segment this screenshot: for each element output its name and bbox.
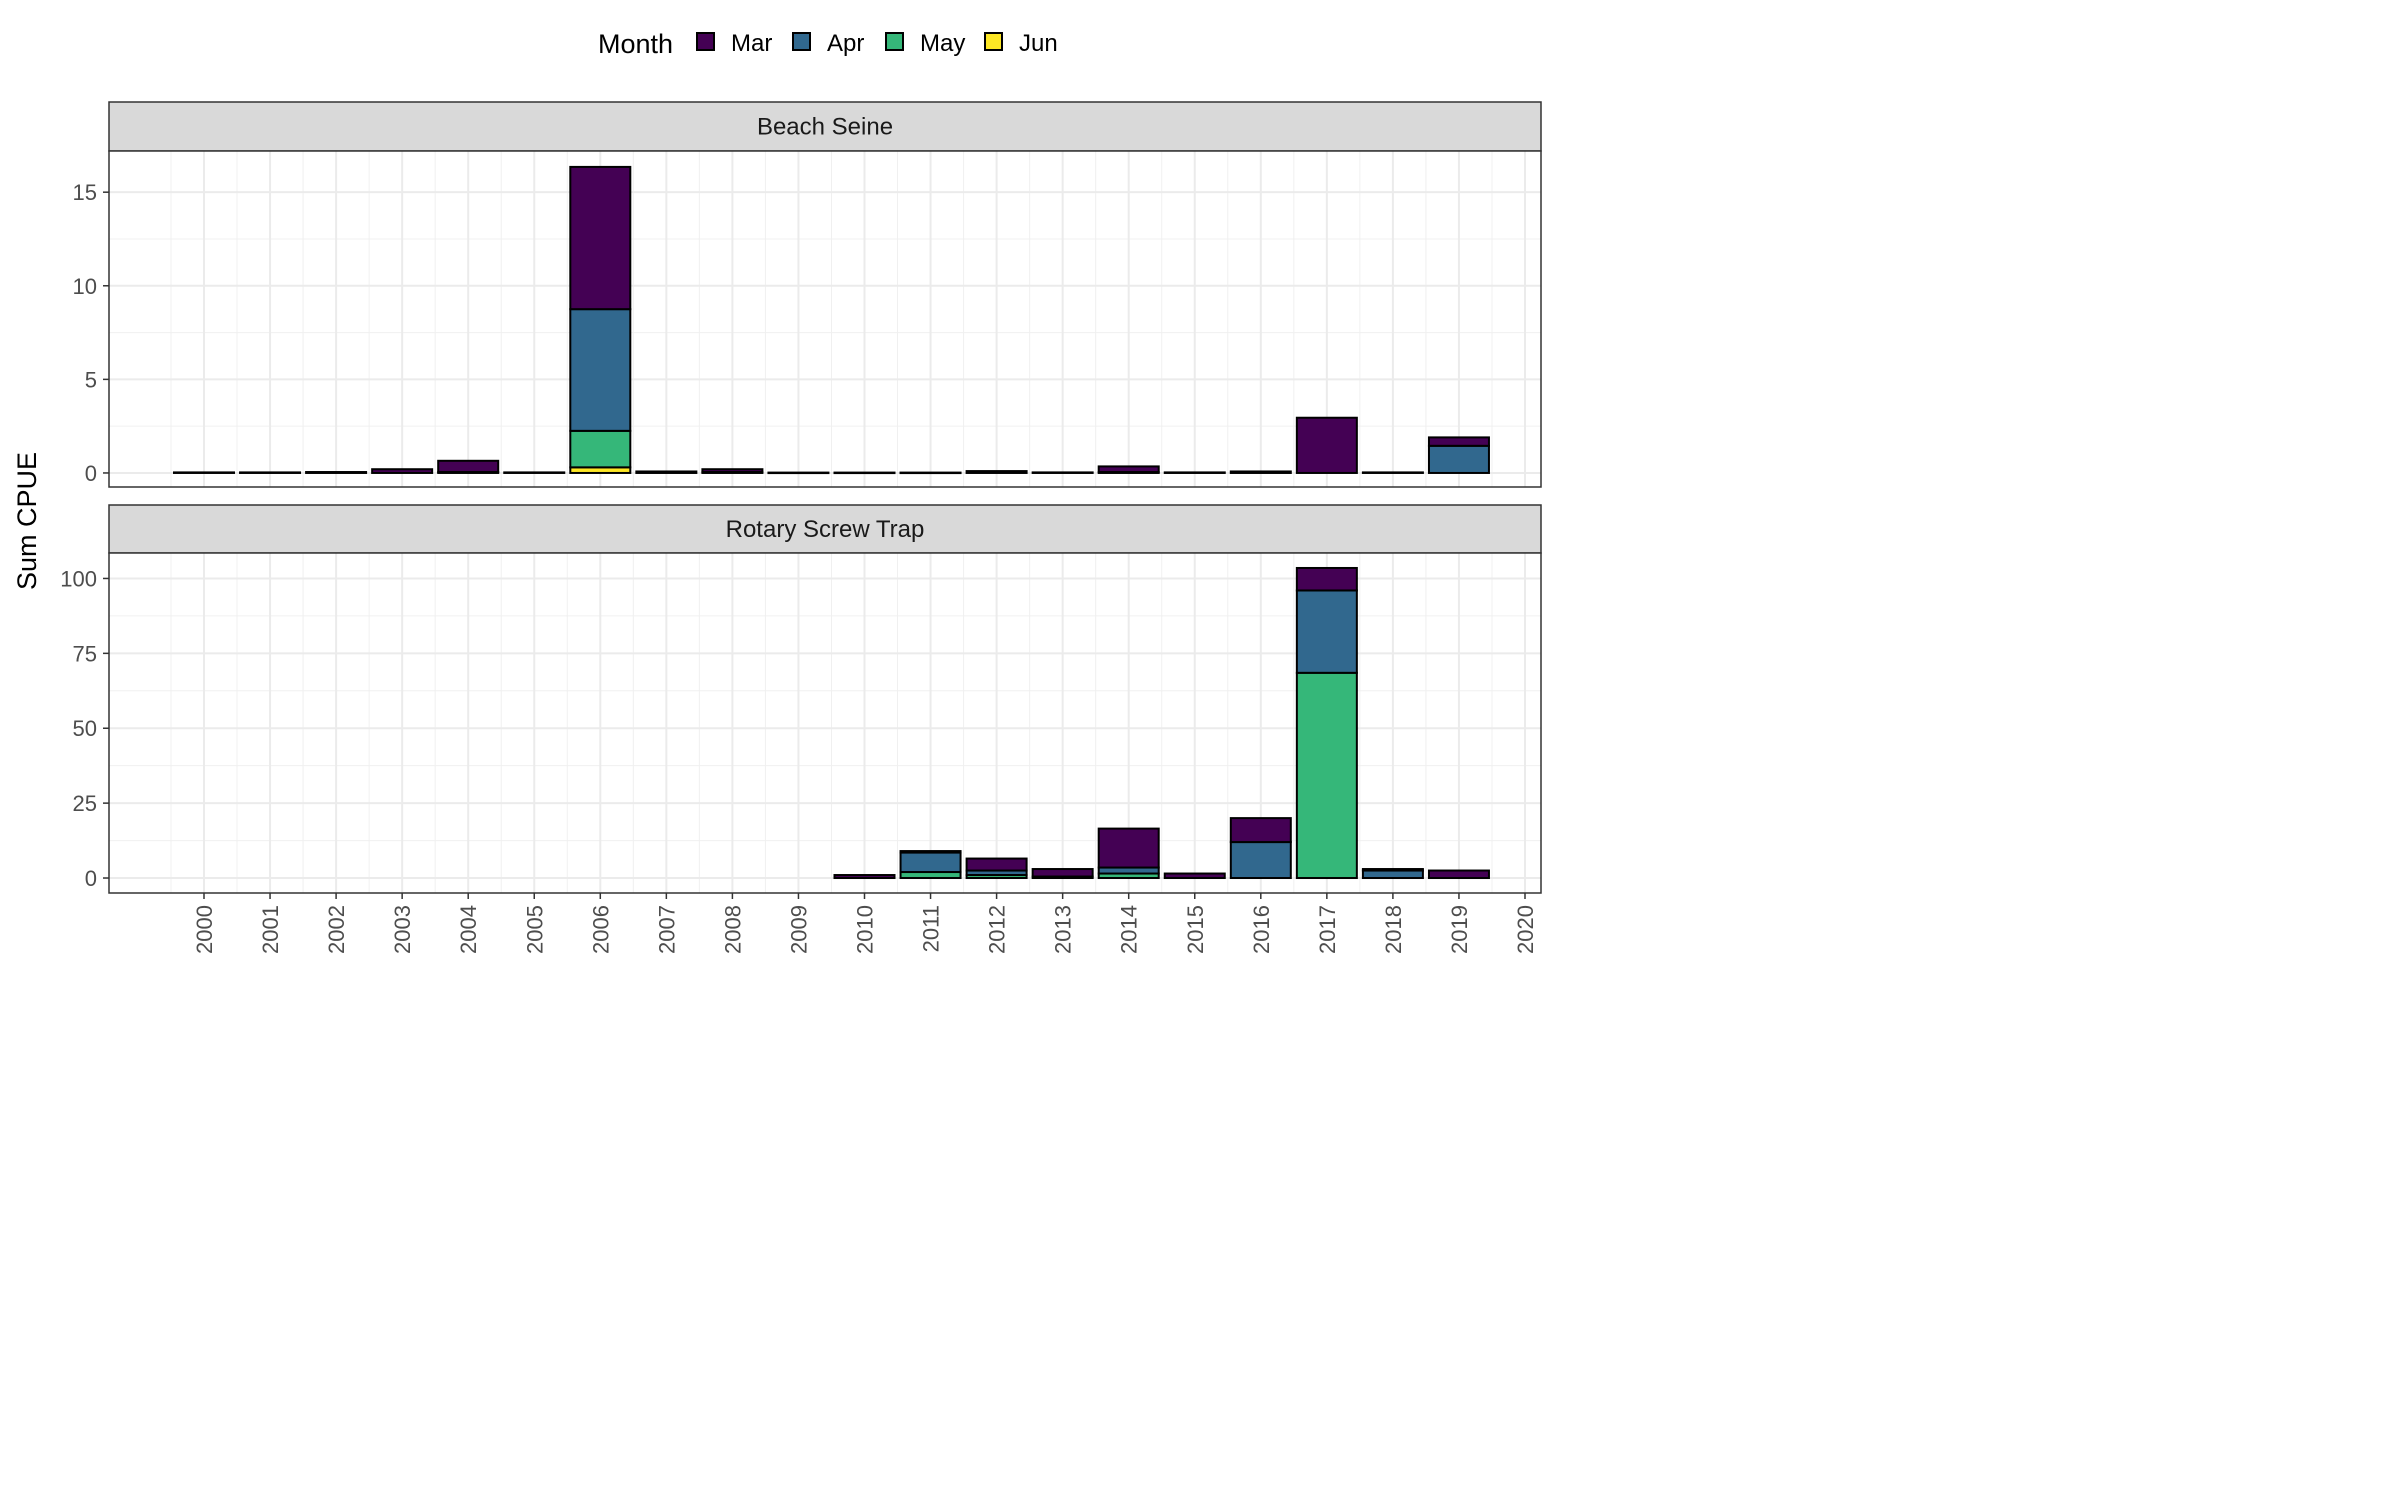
x-tick-label: 2001 [258, 905, 283, 954]
bar-segment-2019-mar [1427, 436, 1490, 447]
y-axis-title: Sum CPUE [12, 452, 42, 590]
legend-title: Month [598, 29, 673, 59]
bar-segment-2016-mar [1229, 817, 1292, 844]
bar-segment-2018-mar [1361, 868, 1424, 872]
x-tick-label: 2015 [1183, 905, 1208, 954]
stacked-bar-chart: Month Mar Apr May Jun Beach Seine 0 5 10 15 Rota… [12, 29, 1542, 954]
facet-beach-seine: Beach Seine 0 5 10 15 [73, 101, 1542, 488]
bar-segment-2013-mar [1031, 868, 1094, 878]
x-tick-label: 2019 [1447, 905, 1472, 954]
panel-border [108, 552, 1542, 894]
bar-segment-2009-mar [767, 471, 830, 475]
bar-segment-2006-apr [569, 308, 632, 432]
x-tick-label: 2007 [654, 905, 679, 954]
x-tick-label: 2012 [985, 905, 1010, 954]
bar-segment-2015-mar [1163, 872, 1226, 880]
y-tick-label: 15 [73, 180, 97, 205]
x-tick-label: 2010 [853, 905, 878, 954]
bar-segment-2012-mar [965, 470, 1028, 474]
bar-segment-2006-mar [569, 165, 632, 311]
bar-segment-2011-mar [899, 850, 962, 854]
bar-segment-2005-mar [503, 471, 566, 474]
bar-segment-2007-mar [635, 470, 698, 474]
bar-segment-2015-mar [1163, 471, 1226, 474]
x-tick-label: 2011 [919, 905, 944, 952]
panel-border [108, 150, 1542, 488]
minor-gridlines [109, 553, 1541, 893]
bar-segment-2016-mar [1229, 470, 1292, 474]
x-tick-label: 2013 [1051, 905, 1076, 954]
bar-segment-2018-mar [1361, 471, 1424, 474]
bars [173, 165, 1490, 475]
y-tick-label: 5 [85, 367, 97, 392]
facets: Beach Seine 0 5 10 15 Rotary Screw Trap 0 25 50 7… [60, 101, 1542, 894]
x-tick-label: 2008 [720, 905, 745, 954]
minor-gridlines [109, 151, 1541, 487]
legend-key-jun [984, 32, 1003, 51]
x-tick-label: 2002 [324, 905, 349, 954]
bar-segment-2010-mar [833, 471, 896, 475]
x-tick-label: 2017 [1315, 905, 1340, 954]
bar-segment-2000-mar [173, 471, 235, 474]
bar-segment-2010-mar [833, 874, 896, 880]
facet-title: Beach Seine [757, 114, 893, 141]
bar-segment-2001-mar [239, 471, 302, 474]
legend-key-apr [792, 32, 811, 51]
x-tick-label: 2004 [456, 905, 481, 954]
bar-segment-2019-apr [1427, 444, 1490, 474]
bar-segment-2004-mar [437, 459, 500, 474]
bar-segment-2018-apr [1361, 869, 1424, 880]
bar-segment-2011-mar [899, 471, 962, 475]
facet-strip [108, 504, 1542, 554]
legend: Month Mar Apr May Jun [598, 29, 1058, 59]
y-tick-label: 10 [73, 274, 97, 299]
bar-segment-2002-mar [305, 471, 368, 474]
bars [833, 566, 1490, 880]
bar-segment-2014-mar [1097, 465, 1160, 474]
x-axis: 2000 2001 2002 2003 2004 2005 2006 2007 2008 2009… [192, 893, 1538, 954]
y-axis: 0 5 10 15 [73, 180, 109, 486]
bar-segment-2017-apr [1295, 589, 1358, 674]
y-tick-label: 75 [73, 641, 97, 666]
x-tick-label: 2014 [1117, 905, 1142, 954]
y-tick-label: 50 [73, 716, 97, 741]
x-tick-label: 2005 [522, 905, 547, 954]
x-tick-label: 2006 [588, 905, 613, 954]
bar-segment-2017-mar [1295, 566, 1358, 592]
x-tick-label: 2020 [1513, 905, 1538, 954]
y-tick-label: 0 [85, 866, 97, 891]
bar-segment-2008-mar [701, 468, 764, 474]
bar-segment-2017-mar [1295, 416, 1358, 474]
bar-segment-2006-may [569, 429, 632, 469]
bar-segment-2013-mar [1031, 471, 1094, 474]
y-tick-label: 25 [73, 791, 97, 816]
bar-segment-2017-may [1295, 671, 1358, 880]
bar-segment-2011-apr [899, 851, 962, 874]
x-tick-label: 2003 [390, 905, 415, 954]
y-axis: 0 25 50 75 100 [60, 566, 109, 891]
legend-label-jun: Jun [1019, 30, 1058, 57]
y-tick-label: 100 [60, 566, 97, 591]
legend-label-may: May [920, 30, 965, 57]
x-tick-label: 2009 [786, 905, 811, 954]
bar-segment-2012-mar [965, 857, 1028, 872]
bar-segment-2003-mar [371, 468, 434, 474]
facet-title: Rotary Screw Trap [726, 516, 925, 543]
legend-label-mar: Mar [731, 30, 772, 57]
y-tick-label: 0 [85, 461, 97, 486]
bar-segment-2014-mar [1097, 827, 1160, 869]
x-tick-label: 2016 [1249, 905, 1274, 954]
bar-segment-2019-mar [1427, 869, 1490, 880]
x-tick-label: 2018 [1381, 905, 1406, 954]
legend-label-apr: Apr [827, 30, 864, 57]
bar-segment-2016-apr [1229, 841, 1292, 880]
x-tick-label: 2000 [192, 905, 217, 954]
facet-rotary-screw-trap: Rotary Screw Trap 0 25 50 75 100 [60, 504, 1542, 894]
legend-key-may [885, 32, 904, 51]
legend-key-mar [696, 32, 715, 51]
facet-strip [108, 101, 1542, 152]
